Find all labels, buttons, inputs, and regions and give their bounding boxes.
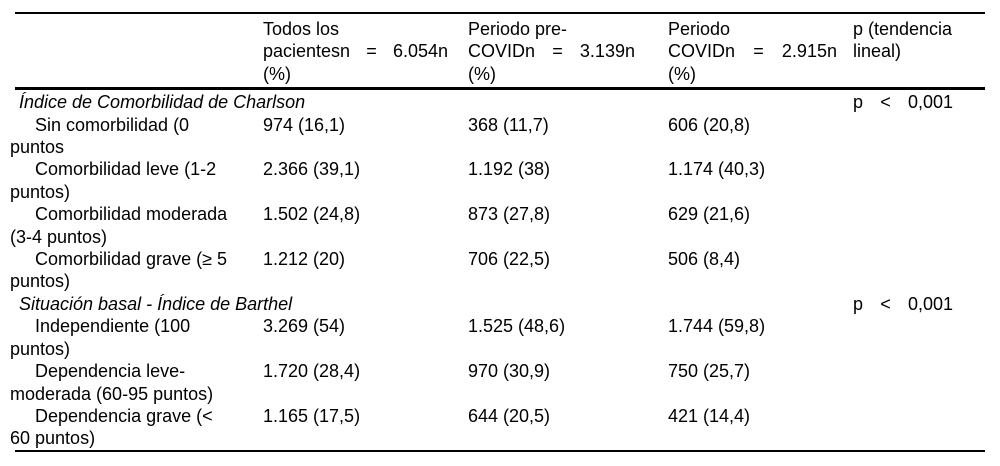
- row-label-line2: puntos): [10, 181, 71, 202]
- value-covid: 606 (20,8): [668, 114, 751, 135]
- section-row-barthel: Situación basal - Índice de Barthel p < …: [10, 293, 985, 315]
- row-label-line1: Comorbilidad grave (≥ 5: [35, 249, 227, 270]
- section-row-charlson: Índice de Comorbilidad de Charlson p < 0…: [10, 91, 985, 113]
- table-header-row: Todos los pacientesn = 6.054n (%) Period…: [10, 14, 985, 87]
- column-header-todos-los-pacientes: Todos los pacientesn = 6.054n (%): [263, 18, 468, 85]
- row-label-line1: Dependencia leve-: [35, 361, 186, 382]
- row-label: Dependencia leve- moderada (60-95 puntos…: [10, 360, 263, 405]
- value-todos: 1.212 (20): [263, 249, 346, 270]
- header-pct: (%): [263, 63, 291, 84]
- value-todos: 1.502 (24,8): [263, 204, 361, 225]
- value-pre-covid: 970 (30,9): [468, 361, 551, 382]
- row-label-line2: (3-4 puntos): [10, 226, 108, 247]
- row-label: Dependencia grave (< 60 puntos): [10, 405, 263, 450]
- value-pre-covid: 873 (27,8): [468, 204, 551, 225]
- value-todos: 2.366 (39,1): [263, 159, 361, 180]
- p-number: 0,001: [907, 293, 953, 314]
- section-title-barthel: Situación basal - Índice de Barthel: [19, 293, 293, 314]
- p-number: 0,001: [907, 92, 953, 113]
- header-n-line: COVIDn = 3.139n: [468, 40, 635, 62]
- header-equals: =: [366, 41, 377, 62]
- header-n-line: pacientesn = 6.054n: [263, 40, 448, 62]
- value-todos: 3.269 (54): [263, 316, 346, 337]
- p-label: p: [853, 92, 864, 113]
- header-n-label: COVIDn: [468, 41, 536, 62]
- table-row-dependencia-grave: Dependencia grave (< 60 puntos) 1.165 (1…: [10, 405, 985, 450]
- table-row-dependencia-leve-moderada: Dependencia leve- moderada (60-95 puntos…: [10, 360, 985, 405]
- row-label: Comorbilidad grave (≥ 5 puntos): [10, 248, 263, 293]
- value-covid: 1.744 (59,8): [668, 316, 766, 337]
- row-label-line1: Comorbilidad moderada: [35, 204, 228, 225]
- value-covid: 421 (14,4): [668, 405, 751, 426]
- table-top-rule: [15, 12, 985, 14]
- header-line: Todos los: [263, 19, 340, 39]
- table-header-rule: [15, 87, 985, 91]
- section-title-charlson: Índice de Comorbilidad de Charlson: [19, 92, 306, 113]
- row-label-line2: puntos): [10, 271, 71, 292]
- row-label: Comorbilidad leve (1-2 puntos): [10, 158, 263, 203]
- header-line: Periodo pre-: [468, 19, 568, 39]
- header-n-label: pacientesn: [263, 41, 351, 62]
- header-equals: =: [552, 41, 563, 62]
- value-pre-covid: 644 (20,5): [468, 405, 551, 426]
- row-label-line1: Comorbilidad leve (1-2: [35, 159, 217, 180]
- column-header-periodo-covid: Periodo COVIDn = 2.915n (%): [668, 18, 853, 85]
- value-covid: 1.174 (40,3): [668, 159, 766, 180]
- row-label: Independiente (100 puntos): [10, 315, 263, 360]
- p-operator: <: [880, 293, 891, 314]
- table-row-sin-comorbilidad: Sin comorbilidad (0 puntos 974 (16,1) 36…: [10, 114, 985, 159]
- value-covid: 750 (25,7): [668, 361, 751, 382]
- p-label: p: [853, 293, 864, 314]
- table-row-comorbilidad-moderada: Comorbilidad moderada (3-4 puntos) 1.502…: [10, 203, 985, 248]
- column-header-periodo-pre-covid: Periodo pre- COVIDn = 3.139n (%): [468, 18, 668, 85]
- header-line: p (tendencia: [853, 19, 953, 39]
- column-header-p-tendencia: p (tendencia lineal): [853, 18, 985, 63]
- row-label-line1: Dependencia grave (<: [35, 405, 213, 426]
- comorbidity-barthel-table: Todos los pacientesn = 6.054n (%) Period…: [10, 12, 985, 452]
- table-row-comorbilidad-leve: Comorbilidad leve (1-2 puntos) 2.366 (39…: [10, 158, 985, 203]
- header-n-value: 3.139n: [579, 41, 635, 62]
- row-label-line2: puntos): [10, 338, 71, 359]
- header-pct: (%): [668, 63, 696, 84]
- value-pre-covid: 1.525 (48,6): [468, 316, 566, 337]
- row-label: Comorbilidad moderada (3-4 puntos): [10, 203, 263, 248]
- table-row-independiente: Independiente (100 puntos) 3.269 (54) 1.…: [10, 315, 985, 360]
- header-n-line: COVIDn = 2.915n: [668, 40, 837, 62]
- value-pre-covid: 368 (11,7): [468, 114, 549, 135]
- value-todos: 1.720 (28,4): [263, 361, 361, 382]
- row-label-line2: moderada (60-95 puntos): [10, 383, 214, 404]
- p-value-cell: p < 0,001: [853, 91, 953, 113]
- header-equals: =: [753, 41, 764, 62]
- value-todos: 974 (16,1): [263, 114, 346, 135]
- header-line: lineal): [853, 41, 902, 62]
- table-body: Índice de Comorbilidad de Charlson p < 0…: [10, 90, 985, 450]
- value-todos: 1.165 (17,5): [263, 405, 361, 426]
- row-label: Sin comorbilidad (0 puntos: [10, 114, 263, 159]
- header-n-label: COVIDn: [668, 41, 736, 62]
- p-operator: <: [880, 92, 891, 113]
- table-row-comorbilidad-grave: Comorbilidad grave (≥ 5 puntos) 1.212 (2…: [10, 248, 985, 293]
- value-covid: 506 (8,4): [668, 249, 741, 270]
- row-label-line2: 60 puntos): [10, 428, 96, 449]
- table-bottom-rule: [15, 449, 985, 452]
- header-n-value: 2.915n: [781, 41, 837, 62]
- value-pre-covid: 706 (22,5): [468, 249, 551, 270]
- header-n-value: 6.054n: [392, 41, 448, 62]
- row-label-line2: puntos: [10, 137, 65, 158]
- value-covid: 629 (21,6): [668, 204, 751, 225]
- p-value-cell: p < 0,001: [853, 293, 953, 315]
- row-label-line1: Sin comorbilidad (0: [35, 114, 190, 135]
- value-pre-covid: 1.192 (38): [468, 159, 551, 180]
- row-label-line1: Independiente (100: [35, 316, 191, 337]
- header-line: Periodo: [668, 19, 731, 39]
- header-pct: (%): [468, 63, 496, 84]
